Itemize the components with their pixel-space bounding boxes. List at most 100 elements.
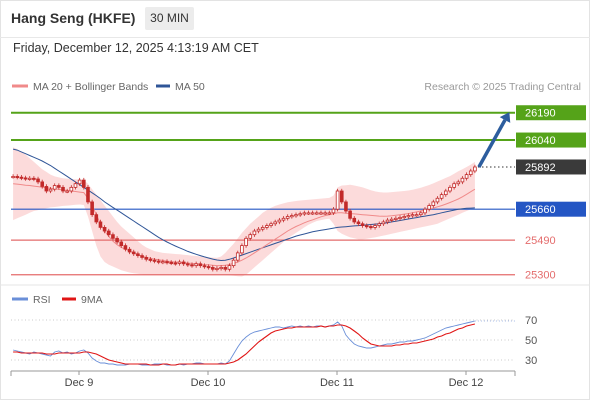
x-tick-label: Dec 12 (449, 377, 484, 389)
candle-body (435, 197, 440, 203)
candle-body (198, 263, 203, 267)
candle-body (186, 263, 190, 266)
candle-body (215, 267, 219, 270)
candle-body (356, 221, 361, 225)
candle-body (439, 194, 444, 199)
candle-body (210, 267, 215, 270)
candle-body (102, 226, 107, 232)
candle-body (119, 241, 124, 247)
candle-body (73, 183, 78, 188)
candle-body (227, 265, 232, 270)
rsi-ma-legend-swatch (62, 297, 76, 301)
candle-body (15, 176, 20, 179)
candle-body (352, 217, 357, 223)
candle-body (327, 212, 332, 215)
bollinger-band (13, 147, 475, 277)
x-tick-label: Dec 9 (65, 377, 94, 389)
candle-body (298, 213, 302, 216)
candle-body (319, 212, 323, 215)
candle-body (277, 219, 282, 223)
candle-body (402, 216, 406, 219)
level-label-25660: 25660 (525, 204, 556, 216)
candle-body (127, 248, 132, 253)
candle-body (173, 262, 178, 265)
candle-body (302, 212, 307, 215)
level-tag-26040 (516, 132, 586, 148)
rsi-legend-swatch (12, 297, 28, 301)
candle-body (165, 261, 169, 264)
candle-body (398, 216, 402, 219)
candle-body (331, 208, 336, 214)
ma20-legend-swatch (12, 84, 28, 88)
candle-body (369, 226, 373, 229)
candle-body (431, 201, 436, 206)
candle-body (294, 214, 298, 217)
candle-body (427, 205, 431, 210)
candle-body (61, 186, 65, 192)
candle-body (11, 176, 15, 179)
ma50-legend-label: MA 50 (175, 81, 205, 93)
level-label-25892: 25892 (525, 162, 556, 174)
x-tick-label: Dec 11 (320, 377, 354, 389)
candle-body (69, 186, 74, 192)
candle-body (394, 217, 398, 220)
candle-body (373, 225, 377, 228)
candle-body (360, 223, 365, 226)
header-divider (0, 37, 590, 38)
candle-body (82, 179, 86, 188)
candle-body (48, 188, 53, 192)
ma20-legend-label: MA 20 + Bollinger Bands (33, 81, 148, 93)
candle-body (219, 267, 223, 270)
candle-body (52, 185, 57, 190)
rsi-legend-label: RSI (33, 294, 51, 306)
candle-body (265, 225, 269, 228)
candle-body (443, 190, 448, 196)
candle-body (381, 221, 386, 225)
candle-body (206, 266, 211, 269)
candle-body (269, 223, 273, 226)
candle-body (40, 181, 45, 187)
candle-body (468, 170, 473, 176)
candle-body (111, 234, 115, 239)
candle-body (310, 212, 315, 215)
candle-body (406, 215, 411, 218)
candle-body (419, 212, 423, 216)
candle-body (57, 185, 61, 188)
level-label-25490: 25490 (525, 235, 556, 247)
level-tag-25660 (516, 201, 586, 217)
rsi-tick-70: 70 (525, 315, 537, 327)
candle-body (389, 218, 394, 221)
rsi-ma-legend-label: 9MA (81, 294, 103, 306)
candle-body (235, 252, 240, 261)
ma50-line (12, 148, 475, 262)
candle-body (27, 177, 32, 180)
candle-body (90, 201, 94, 216)
level-label-26190: 26190 (525, 108, 556, 120)
level-tag-26190 (516, 105, 586, 121)
candle-body (194, 263, 198, 267)
candle-body (244, 237, 248, 247)
x-tick-label: Dec 10 (191, 377, 226, 389)
candle-body (256, 228, 261, 232)
candle-body (23, 177, 28, 180)
candle-body (161, 261, 165, 264)
candle-body (460, 177, 465, 183)
ma20-line (13, 183, 476, 267)
candle-body (36, 178, 40, 183)
candle-body (131, 251, 136, 255)
candle-body (152, 259, 157, 262)
credit-text: Research © 2025 Trading Central (424, 81, 581, 93)
candle-body (44, 186, 49, 192)
candle-body (223, 267, 228, 270)
candle-body (123, 245, 128, 250)
candle-body (335, 190, 340, 210)
candle-body (240, 245, 244, 254)
candle-body (315, 212, 319, 215)
timeframe-badge[interactable]: 30 MIN (145, 7, 194, 30)
candle-body (181, 261, 186, 265)
candle-body (94, 214, 99, 223)
forecast-arrow-shaft (477, 119, 507, 168)
instrument-title: Hang Seng (HKFE) (11, 10, 136, 26)
forecast-arrow-head (499, 112, 511, 123)
candle-body (231, 259, 236, 267)
